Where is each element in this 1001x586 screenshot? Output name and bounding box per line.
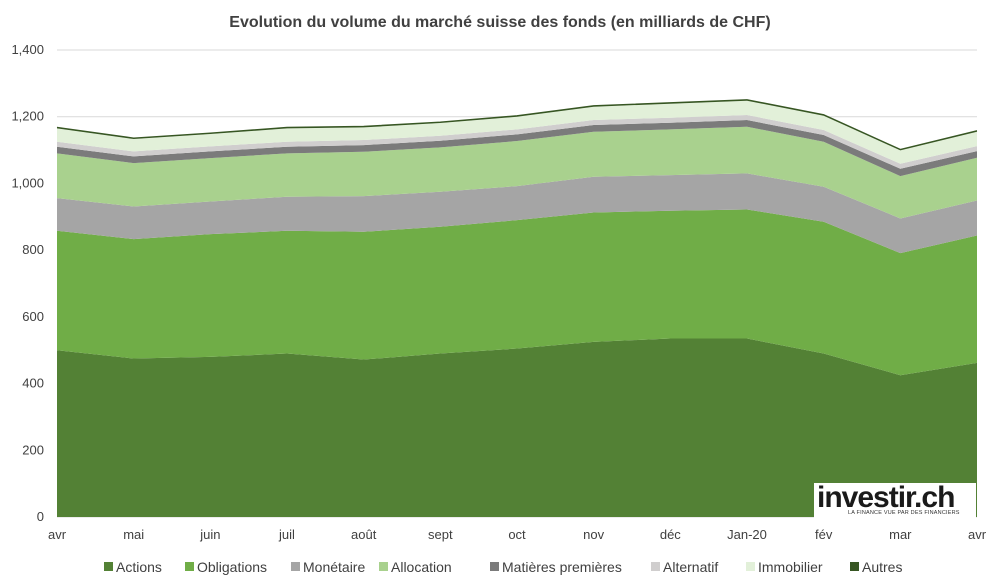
y-tick-label: 1,000	[11, 175, 44, 190]
area-actions	[57, 338, 977, 517]
x-tick-label: déc	[660, 527, 681, 542]
legend-label: Obligations	[197, 559, 267, 575]
legend-swatch	[104, 562, 113, 571]
x-axis-ticks: avr mai juin juil août sept oct nov déc Jan-20 fév…	[48, 527, 987, 542]
x-tick-label: août	[351, 527, 377, 542]
legend-swatch	[379, 562, 388, 571]
x-tick-label: nov	[583, 527, 604, 542]
legend-swatch	[291, 562, 300, 571]
legend-swatch	[850, 562, 859, 571]
y-tick-label: 1,400	[11, 42, 44, 57]
area-allocation	[57, 126, 977, 219]
x-tick-label: sept	[428, 527, 453, 542]
legend: Actions Obligations Monétaire Allocation Mat…	[104, 559, 902, 575]
area-obligations	[57, 209, 977, 376]
y-tick-label: 1,200	[11, 109, 44, 124]
legend-swatch	[490, 562, 499, 571]
investir-logo: investir.ch LA FINANCE VUE PAR DES FINAN…	[814, 481, 976, 519]
y-tick-label: 0	[37, 509, 44, 524]
x-tick-label: mai	[123, 527, 144, 542]
logo-brand-text: investir.ch	[817, 481, 955, 514]
y-tick-label: 400	[22, 376, 44, 391]
x-tick-label: mar	[889, 527, 912, 542]
x-tick-label: avr	[48, 527, 67, 542]
y-tick-label: 600	[22, 309, 44, 324]
legend-label: Autres	[862, 559, 902, 575]
legend-label: Monétaire	[303, 559, 365, 575]
legend-label: Alternatif	[663, 559, 718, 575]
area-series	[56, 99, 978, 517]
y-tick-label: 800	[22, 242, 44, 257]
y-axis-ticks: 0 200 400 600 800 1,000 1,200 1,400	[11, 42, 44, 524]
legend-label: Allocation	[391, 559, 452, 575]
area-immobilier	[57, 100, 977, 164]
legend-label: Actions	[116, 559, 162, 575]
legend-swatch	[651, 562, 660, 571]
logo-tagline: LA FINANCE VUE PAR DES FINANCIERS	[848, 510, 960, 516]
x-tick-label: fév	[815, 527, 833, 542]
legend-swatch	[185, 562, 194, 571]
area-monetaire	[57, 173, 977, 254]
legend-label: Matières premières	[502, 559, 622, 575]
y-tick-label: 200	[22, 442, 44, 457]
chart-title: Evolution du volume du marché suisse des…	[229, 14, 770, 31]
x-tick-label: juil	[278, 527, 295, 542]
legend-swatch	[746, 562, 755, 571]
x-tick-label: Jan-20	[727, 527, 767, 542]
legend-label: Immobilier	[758, 559, 823, 575]
area-top-outline	[56, 99, 978, 151]
x-tick-label: juin	[199, 527, 220, 542]
x-tick-label: avr	[968, 527, 987, 542]
x-tick-label: oct	[508, 527, 526, 542]
